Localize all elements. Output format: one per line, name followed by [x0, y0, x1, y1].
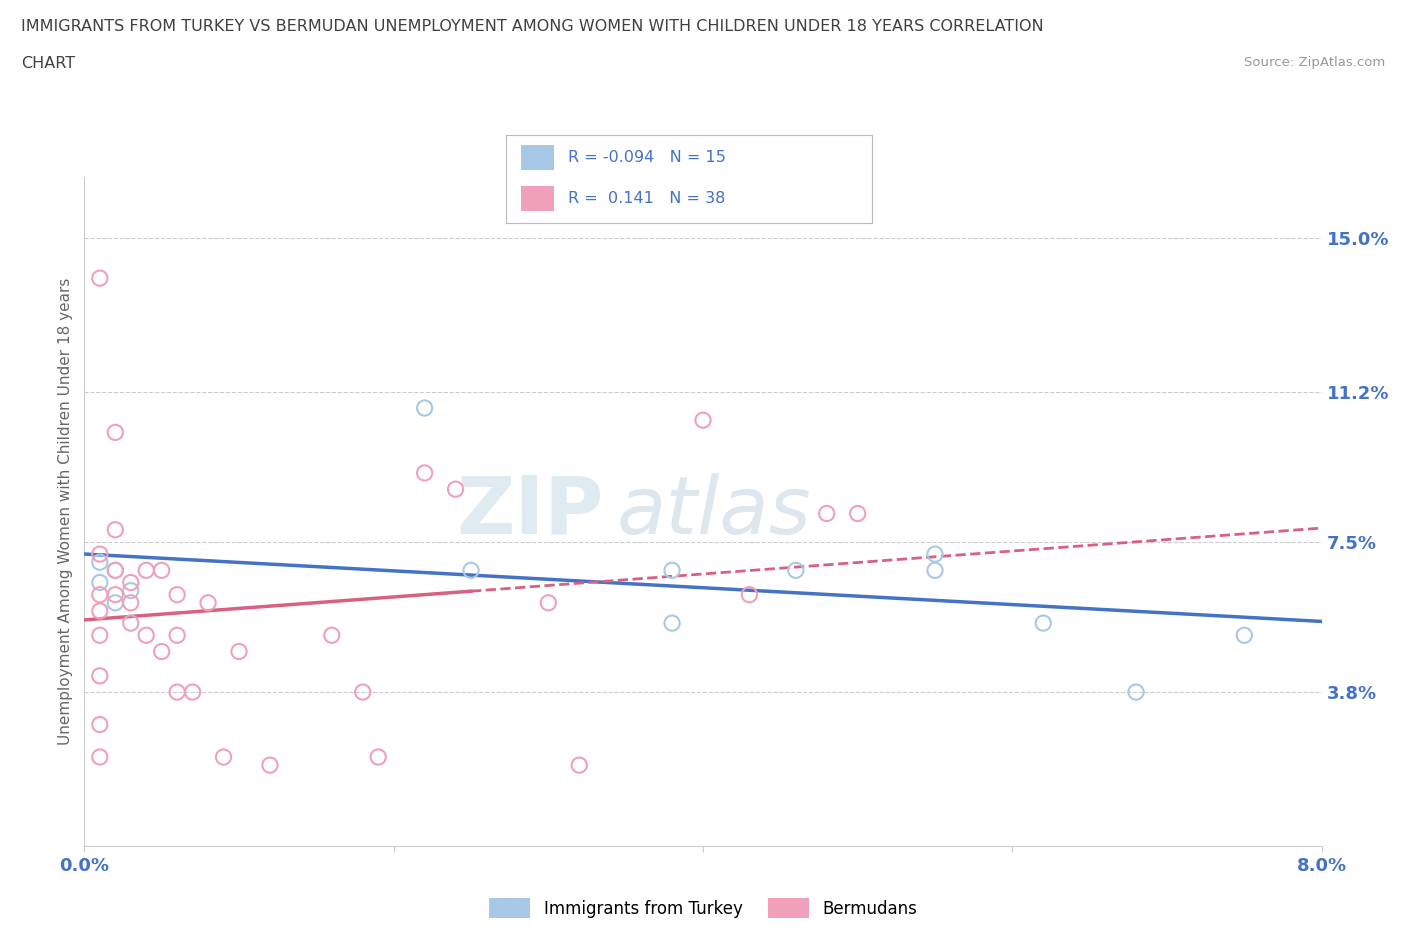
Point — [367, 750, 389, 764]
Point — [166, 684, 188, 699]
Point — [150, 644, 173, 659]
Point — [89, 750, 111, 764]
Point — [89, 575, 111, 590]
Text: ZIP: ZIP — [457, 472, 605, 551]
Point — [89, 669, 111, 684]
Point — [321, 628, 343, 643]
Point — [135, 563, 157, 578]
Point — [661, 563, 683, 578]
Text: R =  0.141   N = 38: R = 0.141 N = 38 — [568, 191, 725, 206]
Point — [692, 413, 714, 428]
Text: atlas: atlas — [616, 472, 811, 551]
Point — [785, 563, 807, 578]
Point — [104, 523, 127, 538]
Point — [568, 758, 591, 773]
Text: IMMIGRANTS FROM TURKEY VS BERMUDAN UNEMPLOYMENT AMONG WOMEN WITH CHILDREN UNDER : IMMIGRANTS FROM TURKEY VS BERMUDAN UNEMP… — [21, 19, 1043, 33]
Point — [135, 628, 157, 643]
Point — [166, 587, 188, 602]
Text: R = -0.094   N = 15: R = -0.094 N = 15 — [568, 151, 725, 166]
Point — [1032, 616, 1054, 631]
Point — [846, 506, 869, 521]
Point — [1125, 684, 1147, 699]
Point — [212, 750, 235, 764]
Point — [738, 587, 761, 602]
Point — [150, 563, 173, 578]
Point — [815, 506, 838, 521]
Legend: Immigrants from Turkey, Bermudans: Immigrants from Turkey, Bermudans — [482, 891, 924, 925]
Point — [197, 595, 219, 610]
Point — [166, 628, 188, 643]
Point — [924, 547, 946, 562]
Point — [120, 583, 142, 598]
Point — [89, 628, 111, 643]
Point — [413, 401, 436, 416]
Point — [924, 563, 946, 578]
Point — [460, 563, 482, 578]
Point — [89, 271, 111, 286]
Point — [120, 595, 142, 610]
FancyBboxPatch shape — [520, 186, 554, 211]
Y-axis label: Unemployment Among Women with Children Under 18 years: Unemployment Among Women with Children U… — [58, 278, 73, 745]
Point — [89, 587, 111, 602]
Point — [104, 563, 127, 578]
Point — [352, 684, 374, 699]
Point — [661, 616, 683, 631]
FancyBboxPatch shape — [520, 145, 554, 170]
Point — [89, 717, 111, 732]
Point — [89, 547, 111, 562]
Point — [444, 482, 467, 497]
Point — [413, 466, 436, 481]
Point — [1233, 628, 1256, 643]
Text: CHART: CHART — [21, 56, 75, 71]
Point — [537, 595, 560, 610]
Point — [104, 563, 127, 578]
Text: Source: ZipAtlas.com: Source: ZipAtlas.com — [1244, 56, 1385, 69]
Point — [120, 616, 142, 631]
Point — [120, 575, 142, 590]
Point — [104, 595, 127, 610]
Point — [228, 644, 250, 659]
Point — [259, 758, 281, 773]
Point — [104, 425, 127, 440]
Point — [181, 684, 204, 699]
Point — [104, 587, 127, 602]
Point — [89, 604, 111, 618]
Point — [89, 555, 111, 570]
